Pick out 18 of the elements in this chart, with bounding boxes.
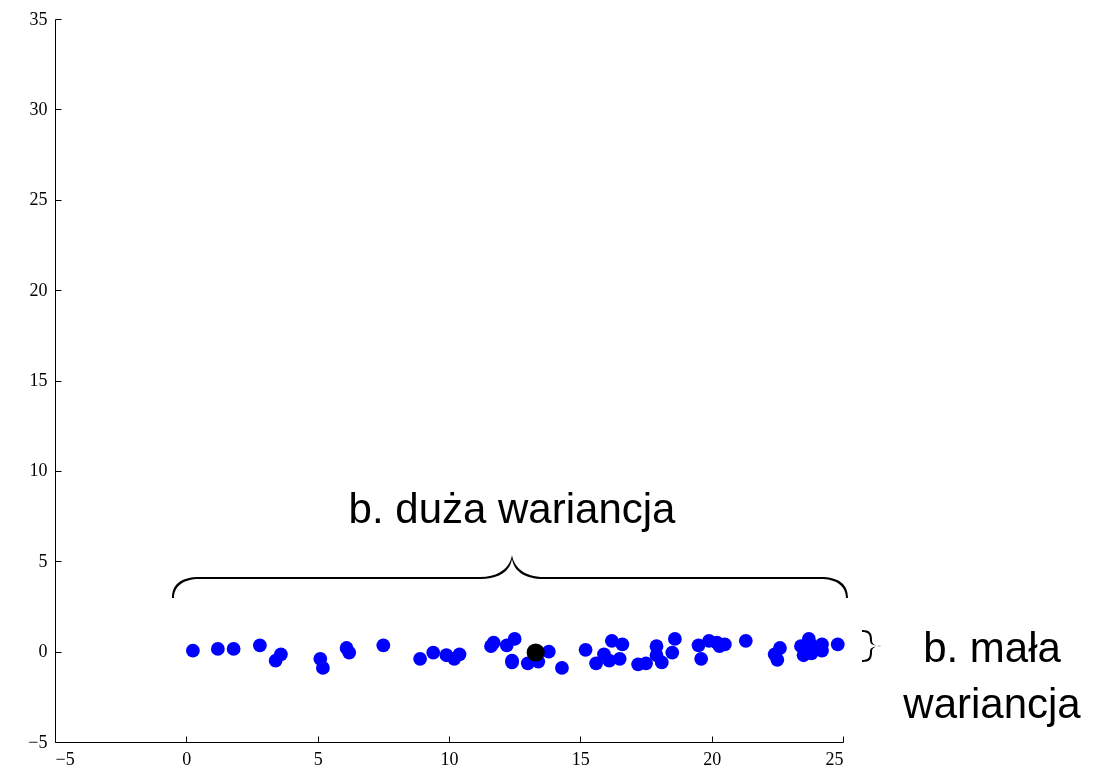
- y-tick-label: 0: [38, 641, 48, 662]
- x-tick-label: 25: [825, 748, 844, 769]
- y-tick-label: 5: [38, 550, 48, 571]
- y-tick-label: 10: [29, 460, 48, 481]
- y-tick-label: 15: [29, 370, 48, 390]
- x-tick-label: 0: [182, 748, 192, 769]
- text: b. mała wariancja: [902, 624, 1082, 727]
- x-tick-label: 15: [571, 748, 590, 769]
- y-tick-label: −5: [28, 731, 48, 752]
- annotation: b. duża wariancja: [348, 485, 677, 532]
- x-tick-label: −5: [55, 748, 75, 769]
- y-tick-label: 30: [29, 98, 48, 119]
- x-tick-label: 20: [703, 748, 722, 769]
- y-tick-label: 20: [29, 279, 48, 300]
- y-tick-label: 25: [29, 189, 48, 210]
- y-tick-label: 35: [29, 8, 48, 29]
- x-tick-label: 10: [440, 748, 459, 769]
- x-tick-label: 5: [313, 748, 323, 769]
